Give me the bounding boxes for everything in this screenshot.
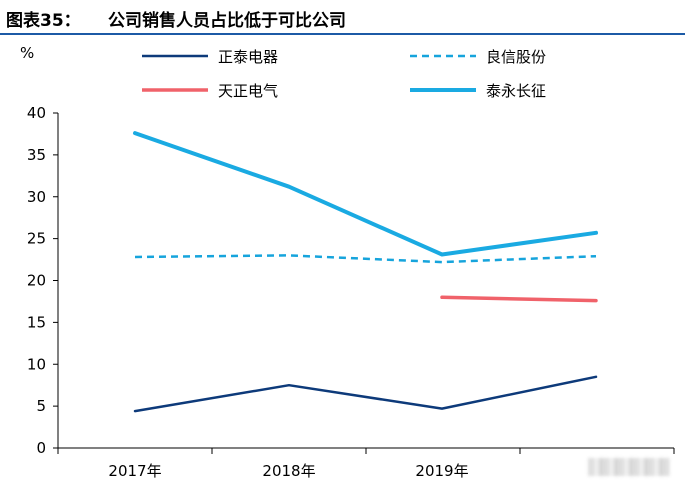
x-tick-label: 2017年 [108,462,161,480]
y-tick-label: 10 [27,355,46,373]
series-line-2 [134,254,597,264]
y-axis-unit: % [20,44,34,62]
y-tick-label: 40 [27,104,46,122]
figure-label: 图表35： [6,10,81,31]
y-tick-label: 35 [27,146,46,164]
y-tick-label: 5 [36,397,46,415]
x-tick-label: 2018年 [262,462,315,480]
legend-label-2: 良信股份 [486,48,546,66]
legend-label-3: 天正电气 [218,82,278,100]
series-lines [133,131,598,413]
series-line-4 [133,131,598,257]
legend-label-1: 正泰电器 [218,48,278,66]
series-line-3 [440,295,598,303]
y-tick-label: 25 [27,230,46,248]
y-tick-label: 20 [27,272,46,290]
y-tick-label: 30 [27,188,46,206]
axes: 0 5 10 15 20 25 30 35 40 2017年 2018年 2019年 [27,104,675,480]
y-tick-label: 0 [36,439,46,457]
watermark [588,458,670,476]
legend-label-4: 泰永长征 [486,82,546,100]
chart-title: 图表35： 公司销售人员占比低于可比公司 [6,10,346,31]
series-line-1 [133,375,598,413]
x-tick-label: 2019年 [415,462,468,480]
figure-title: 公司销售人员占比低于可比公司 [108,10,346,31]
y-tick-label: 15 [27,313,46,331]
